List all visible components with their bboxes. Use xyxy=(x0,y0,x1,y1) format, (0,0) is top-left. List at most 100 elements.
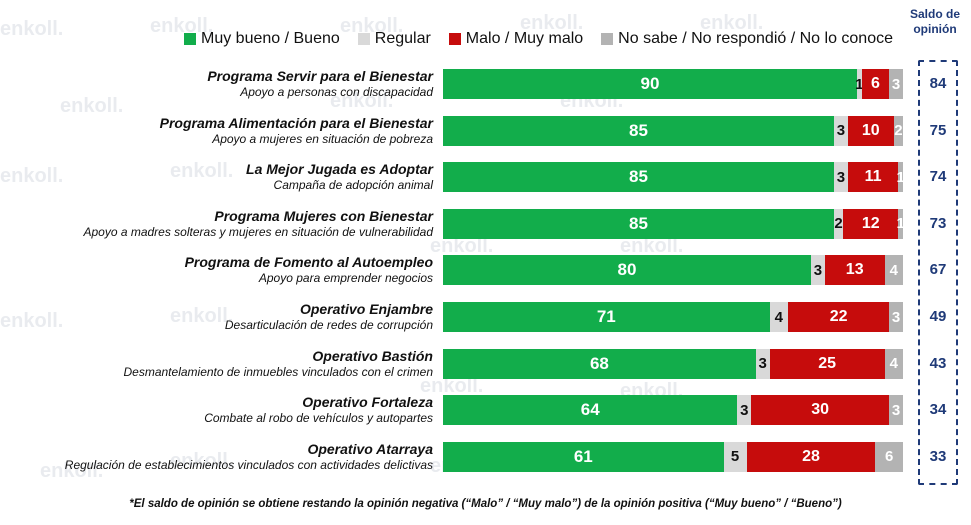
data-label: 25 xyxy=(818,354,836,372)
legend-swatch-bad xyxy=(448,33,461,45)
row-subtitle: Desarticulación de redes de corrupción xyxy=(224,318,433,332)
data-label: 68 xyxy=(589,353,609,373)
row-subtitle: Apoyo para emprender negocios xyxy=(258,271,433,286)
row-label: Operativo Fortaleza Combate al robo de ve… xyxy=(13,394,433,426)
row-label: Programa Alimentación para el Bienestar A… xyxy=(13,115,433,147)
row-title: Programa Servir para el Bienestar xyxy=(207,68,433,84)
saldo-value: 84 xyxy=(929,75,947,92)
legend-swatch-good xyxy=(184,33,196,45)
data-label: 2 xyxy=(894,122,903,140)
bar-segment-good: 80 xyxy=(443,255,811,286)
data-label: 1 xyxy=(896,215,905,233)
data-label: 12 xyxy=(861,214,880,232)
data-label: 3 xyxy=(836,122,846,140)
data-label: 85 xyxy=(629,213,648,233)
saldo-value: 74 xyxy=(929,168,947,186)
bar-segment-nosabe: 3 xyxy=(889,302,903,332)
bar-segment-regular: 5 xyxy=(723,441,747,472)
bar-segment-good: 90 xyxy=(443,69,857,99)
row-label: La Mejor Jugada es Adoptar Campaña de ado… xyxy=(13,161,433,193)
data-label: 4 xyxy=(889,261,898,279)
bar-segment-regular: 3 xyxy=(755,348,770,379)
bar-segment-good: 85 xyxy=(443,162,834,193)
data-label: 90 xyxy=(640,74,660,93)
bar-segment-bad: 11 xyxy=(847,162,899,193)
row-title: Operativo Enjambre xyxy=(299,301,433,317)
data-label: 3 xyxy=(891,308,901,326)
legend: Muy bueno / Bueno Regular Malo / Muy mal… xyxy=(0,28,893,50)
bar-segment-good: 64 xyxy=(443,395,738,426)
data-label: 4 xyxy=(889,355,898,373)
legend-item-good: Muy bueno / Bueno xyxy=(184,30,340,48)
row-subtitle: Regulación de establecimientos vinculado… xyxy=(64,457,433,472)
bar-segment-nosabe: 4 xyxy=(884,348,903,379)
data-label: 13 xyxy=(845,261,864,279)
data-label: 3 xyxy=(891,401,901,419)
row-subtitle: Apoyo a madres solteras y mujeres en sit… xyxy=(83,224,433,239)
data-label: 1 xyxy=(855,75,864,93)
bar-segment-bad: 12 xyxy=(843,208,899,239)
legend-swatch-regular xyxy=(357,33,370,45)
bar-segment-bad: 25 xyxy=(769,348,885,379)
bar-segment-nosabe: 2 xyxy=(893,115,903,146)
row-label: Programa Mujeres con Bienestar Apoyo a ma… xyxy=(13,208,433,240)
row-subtitle: Campaña de adopción animal xyxy=(273,178,433,193)
bar-segment-good: 85 xyxy=(443,115,834,146)
row-title: Operativo Fortaleza xyxy=(302,394,433,411)
legend-item-regular: Regular xyxy=(357,30,431,48)
bar-segment-nosabe: 4 xyxy=(884,255,903,286)
row-subtitle: Combate al robo de vehículos y autoparte… xyxy=(204,411,433,426)
data-label: 22 xyxy=(829,308,848,325)
row-title: Programa Alimentación para el Bienestar xyxy=(159,114,433,131)
row-label: Operativo Atarraya Regulación de establec… xyxy=(13,441,433,473)
saldo-value: 49 xyxy=(929,308,947,325)
row-title: Operativo Bastión xyxy=(312,347,433,364)
saldo-value: 33 xyxy=(929,447,947,465)
data-label: 2 xyxy=(834,215,843,233)
data-label: 10 xyxy=(861,121,880,139)
bar-segment-good: 71 xyxy=(443,302,770,332)
legend-label-good: Muy bueno / Bueno xyxy=(201,30,340,47)
bar-segment-bad: 22 xyxy=(788,302,890,332)
row-label: Programa Servir para el Bienestar Apoyo a… xyxy=(13,68,433,100)
data-label: 6 xyxy=(870,75,880,92)
data-label: 30 xyxy=(811,401,830,419)
row-label: Operativo Enjambre Desarticulación de red… xyxy=(13,301,433,333)
legend-label-nosabe: No sabe / No respondió / No lo conoce xyxy=(618,30,893,47)
data-label: 85 xyxy=(629,120,648,140)
saldo-value: 34 xyxy=(929,401,947,419)
bar-segment-good: 68 xyxy=(443,348,756,379)
row-title: Operativo Atarraya xyxy=(307,440,433,457)
data-label: 80 xyxy=(617,260,637,280)
bar-segment-regular: 3 xyxy=(834,115,848,146)
data-label: 1 xyxy=(896,168,905,186)
legend-label-bad: Malo / Muy malo xyxy=(465,30,584,47)
bar-segment-regular: 3 xyxy=(834,162,848,193)
bar-segment-bad: 30 xyxy=(751,395,890,426)
bar-segment-nosabe: 3 xyxy=(889,69,903,99)
data-label: 61 xyxy=(573,446,593,466)
bar-segment-regular: 3 xyxy=(811,255,825,286)
data-label: 5 xyxy=(730,448,740,466)
row-title: La Mejor Jugada es Adoptar xyxy=(246,161,433,178)
data-label: 3 xyxy=(891,75,901,93)
bar-segment-regular: 2 xyxy=(834,208,844,239)
row-subtitle: Apoyo a personas con discapacidad xyxy=(240,85,433,99)
data-label: 3 xyxy=(740,401,749,419)
bar-segment-nosabe: 6 xyxy=(875,441,903,472)
data-label: 71 xyxy=(596,307,616,326)
saldo-value: 43 xyxy=(929,354,947,372)
data-label: 3 xyxy=(813,261,823,279)
bar-segment-good: 61 xyxy=(443,441,724,472)
data-label: 6 xyxy=(885,448,894,466)
legend-swatch-nosabe xyxy=(601,33,614,45)
data-label: 64 xyxy=(580,400,600,420)
bar-segment-good: 85 xyxy=(443,208,834,239)
row-label: Operativo Bastión Desmantelamiento de inm… xyxy=(13,347,434,380)
data-label: 3 xyxy=(758,355,767,373)
row-subtitle: Apoyo a mujeres en situación de pobreza xyxy=(212,131,433,146)
bar-segment-bad: 6 xyxy=(861,69,890,99)
bar-segment-regular: 4 xyxy=(769,302,788,332)
bar-segment-bad: 13 xyxy=(824,255,885,286)
bar-segment-nosabe: 3 xyxy=(889,395,903,426)
